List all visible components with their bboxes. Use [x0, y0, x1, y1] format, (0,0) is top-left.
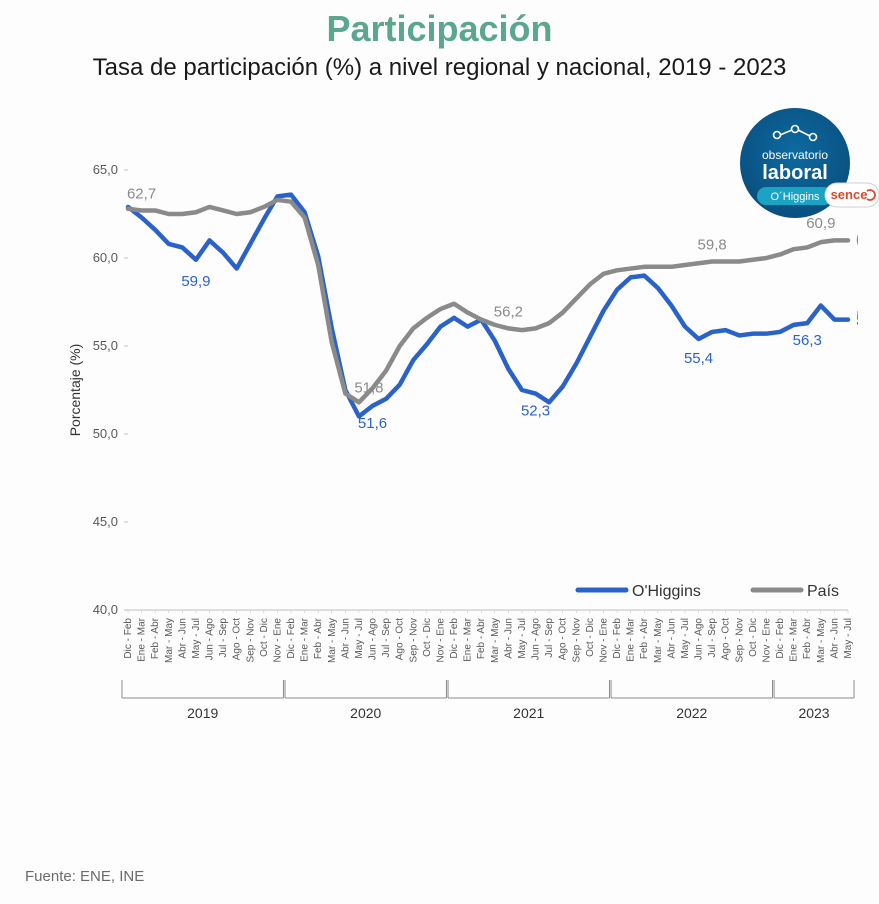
- svg-text:Nov - Ene: Nov - Ene: [761, 618, 772, 663]
- svg-text:2021: 2021: [513, 705, 544, 721]
- svg-text:62,7: 62,7: [127, 185, 156, 202]
- svg-text:O'Higgins: O'Higgins: [632, 583, 701, 600]
- svg-text:Jun - Ago: Jun - Ago: [205, 618, 216, 661]
- svg-text:O´Higgins: O´Higgins: [771, 191, 820, 203]
- svg-text:Dic - Feb: Dic - Feb: [612, 618, 623, 659]
- svg-text:Ene - Mar: Ene - Mar: [626, 617, 637, 662]
- svg-text:País: País: [807, 583, 839, 600]
- svg-text:60,0: 60,0: [93, 250, 118, 265]
- svg-text:Dic - Feb: Dic - Feb: [286, 618, 297, 659]
- svg-text:Dic - Feb: Dic - Feb: [449, 618, 460, 659]
- svg-text:65,0: 65,0: [93, 162, 118, 177]
- svg-text:50,0: 50,0: [93, 426, 118, 441]
- svg-text:2019: 2019: [187, 705, 218, 721]
- svg-text:May - Jul: May - Jul: [843, 618, 854, 659]
- svg-text:Nov - Ene: Nov - Ene: [435, 618, 446, 663]
- svg-text:Abr - Jun: Abr - Jun: [340, 618, 351, 659]
- svg-text:Abr - Jun: Abr - Jun: [177, 618, 188, 659]
- chart: 40,0 45,0 50,0 55,0 60,0 65,0 Porcentaje (%) Di…: [58, 160, 858, 780]
- svg-text:Ene - Mar: Ene - Mar: [137, 617, 148, 662]
- svg-text:Jul - Sep: Jul - Sep: [707, 618, 718, 658]
- svg-text:Mar - May: Mar - May: [327, 618, 338, 663]
- svg-text:Jun - Ago: Jun - Ago: [694, 618, 705, 661]
- svg-text:May - Jul: May - Jul: [354, 618, 365, 659]
- svg-text:2023: 2023: [798, 705, 829, 721]
- svg-text:51,8: 51,8: [354, 379, 383, 396]
- svg-text:51,6: 51,6: [358, 415, 387, 432]
- svg-text:Dic - Feb: Dic - Feb: [123, 618, 134, 659]
- svg-text:Jun - Ago: Jun - Ago: [368, 618, 379, 661]
- svg-text:Sep - Nov: Sep - Nov: [408, 618, 419, 662]
- svg-text:laboral: laboral: [762, 162, 828, 184]
- svg-text:Mar - May: Mar - May: [164, 618, 175, 663]
- svg-text:May - Jul: May - Jul: [191, 618, 202, 659]
- svg-text:56,5: 56,5: [856, 307, 858, 332]
- svg-text:Oct - Dic: Oct - Dic: [585, 618, 596, 657]
- svg-text:2022: 2022: [676, 705, 707, 721]
- svg-text:55,0: 55,0: [93, 338, 118, 353]
- svg-text:45,0: 45,0: [93, 514, 118, 529]
- svg-text:Abr - Jun: Abr - Jun: [666, 618, 677, 659]
- svg-text:Ene - Mar: Ene - Mar: [789, 617, 800, 662]
- svg-text:Feb - Abr: Feb - Abr: [150, 617, 161, 659]
- svg-text:Ago - Oct: Ago - Oct: [721, 618, 732, 660]
- svg-text:Ago - Oct: Ago - Oct: [232, 618, 243, 660]
- page-subtitle: Tasa de participación (%) a nivel region…: [0, 54, 879, 82]
- svg-text:Ago - Oct: Ago - Oct: [558, 618, 569, 660]
- svg-text:Feb - Abr: Feb - Abr: [639, 617, 650, 659]
- svg-text:Jul - Sep: Jul - Sep: [218, 618, 229, 658]
- svg-text:59,9: 59,9: [181, 273, 210, 290]
- svg-text:Feb - Abr: Feb - Abr: [313, 617, 324, 659]
- svg-text:observatorio: observatorio: [762, 148, 828, 162]
- svg-text:55,4: 55,4: [684, 350, 713, 367]
- svg-text:59,8: 59,8: [698, 237, 727, 254]
- svg-text:Oct - Dic: Oct - Dic: [259, 618, 270, 657]
- svg-text:Sep - Nov: Sep - Nov: [571, 618, 582, 662]
- svg-text:56,2: 56,2: [494, 303, 523, 320]
- svg-text:Dic - Feb: Dic - Feb: [775, 618, 786, 659]
- svg-text:sence: sence: [831, 187, 868, 202]
- svg-text:Feb - Abr: Feb - Abr: [802, 617, 813, 659]
- svg-text:Ene - Mar: Ene - Mar: [463, 617, 474, 662]
- svg-text:2020: 2020: [350, 705, 381, 721]
- svg-text:May - Jul: May - Jul: [680, 618, 691, 659]
- svg-text:Nov - Ene: Nov - Ene: [272, 618, 283, 663]
- svg-text:Mar - May: Mar - May: [816, 618, 827, 663]
- svg-text:Jul - Sep: Jul - Sep: [544, 618, 555, 658]
- observatorio-badge: observatoriolaboralO´Higginssence: [740, 108, 850, 236]
- svg-text:Oct - Dic: Oct - Dic: [748, 618, 759, 657]
- source-text: Fuente: ENE, INE: [25, 868, 144, 885]
- svg-text:56,3: 56,3: [793, 332, 822, 349]
- svg-text:Ene - Mar: Ene - Mar: [300, 617, 311, 662]
- svg-text:Sep - Nov: Sep - Nov: [734, 618, 745, 662]
- svg-text:Ago - Oct: Ago - Oct: [395, 618, 406, 660]
- page-title: Participación: [0, 0, 879, 50]
- svg-text:May - Jul: May - Jul: [517, 618, 528, 659]
- svg-text:Jun - Ago: Jun - Ago: [531, 618, 542, 661]
- svg-text:Oct - Dic: Oct - Dic: [422, 618, 433, 657]
- svg-text:Abr - Jun: Abr - Jun: [829, 618, 840, 659]
- svg-text:Nov - Ene: Nov - Ene: [598, 618, 609, 663]
- svg-text:Mar - May: Mar - May: [653, 618, 664, 663]
- svg-text:Jul - Sep: Jul - Sep: [381, 618, 392, 658]
- svg-text:Sep - Nov: Sep - Nov: [245, 618, 256, 662]
- svg-text:40,0: 40,0: [93, 602, 118, 617]
- svg-text:Porcentaje (%): Porcentaje (%): [67, 344, 83, 437]
- svg-text:Feb - Abr: Feb - Abr: [476, 617, 487, 659]
- svg-text:52,3: 52,3: [521, 403, 550, 420]
- svg-text:Mar - May: Mar - May: [490, 618, 501, 663]
- svg-text:Abr - Jun: Abr - Jun: [503, 618, 514, 659]
